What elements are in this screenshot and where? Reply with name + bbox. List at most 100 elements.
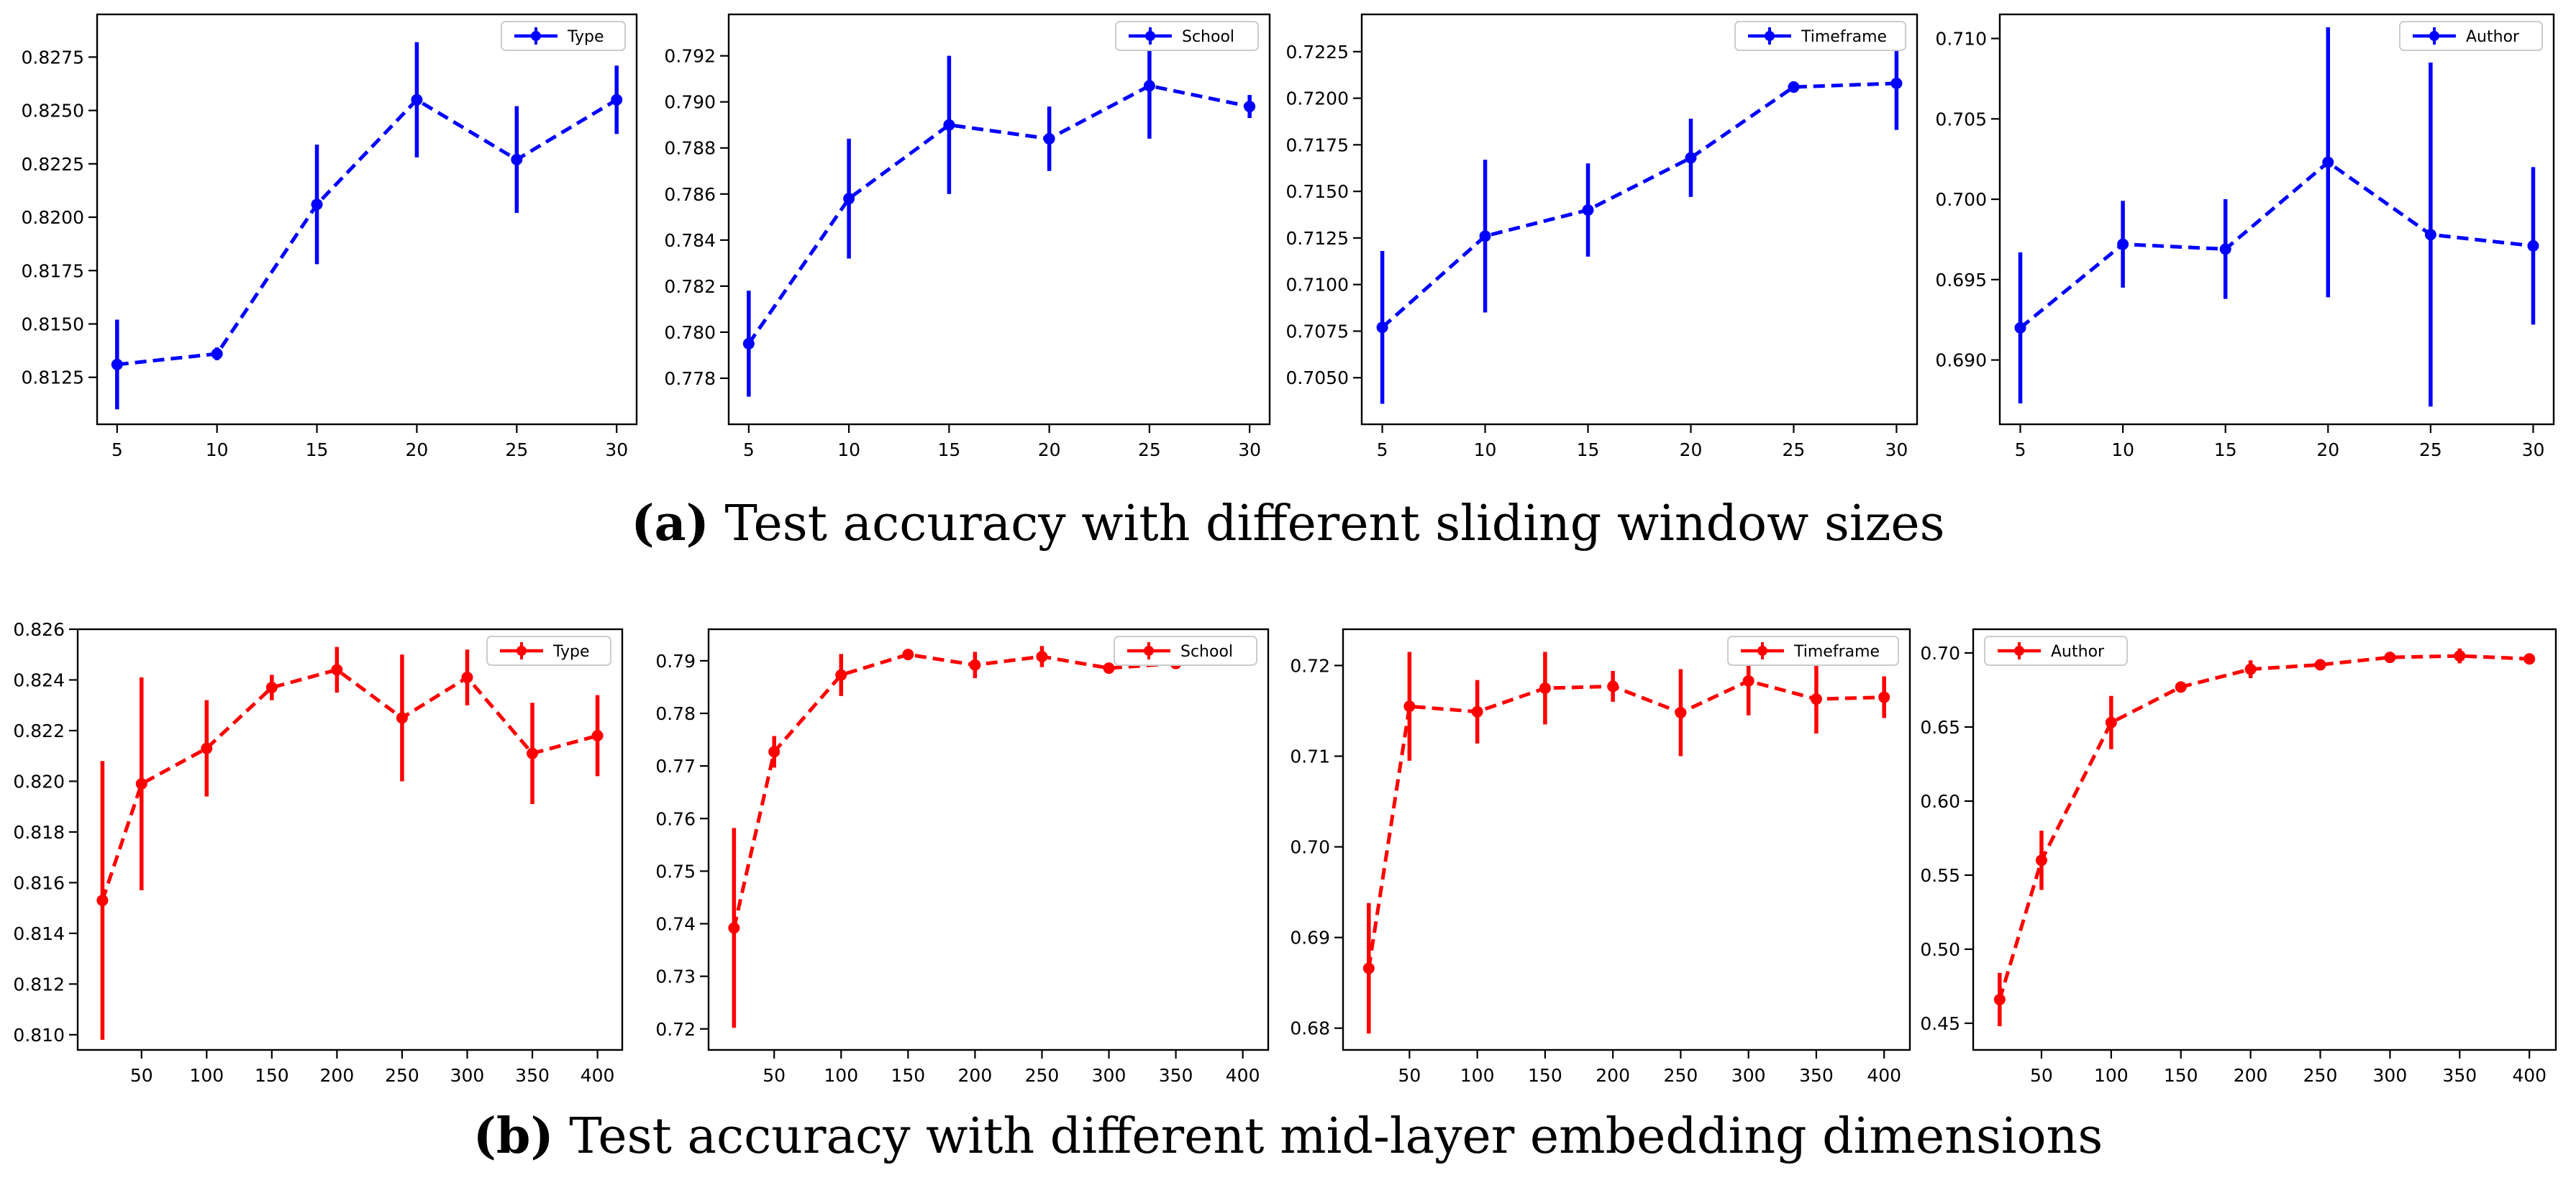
y-tick-label: 0.74	[655, 914, 696, 935]
data-point	[2117, 238, 2129, 250]
y-tick-label: 0.7050	[1286, 367, 1349, 388]
y-tick-label: 0.826	[13, 619, 65, 640]
x-tick-label: 400	[581, 1065, 615, 1086]
legend-box	[1727, 636, 1899, 666]
y-tick-label: 0.71	[1290, 746, 1330, 767]
y-tick-label: 0.782	[664, 276, 716, 297]
data-point	[1479, 230, 1491, 242]
x-tick-label: 100	[189, 1065, 224, 1086]
caption-a: (a) Test accuracy with different sliding…	[0, 495, 2576, 552]
plot-frame	[1998, 13, 2555, 426]
series-line	[101, 667, 599, 901]
data-point	[1582, 204, 1594, 216]
chart-b-timeframe: 50 100 150 200 250 300 350 400 0.68 0.69 0.70 0.71 0…	[1290, 628, 1911, 1086]
data-point	[835, 669, 847, 681]
data-point	[742, 337, 755, 349]
plot-frame	[1360, 13, 1919, 426]
data-point	[1043, 132, 1055, 145]
y-tick-label: 0.8150	[22, 314, 84, 334]
y-tick-label: 0.822	[13, 721, 65, 741]
x-tick-label: 50	[2030, 1065, 2053, 1086]
legend-box	[1734, 21, 1906, 51]
legend-label: Author	[2466, 28, 2520, 46]
legend-label: Type	[552, 643, 590, 661]
legend-label: School	[1182, 28, 1234, 46]
x-tick-label: 20	[406, 439, 429, 460]
data-point	[2523, 653, 2536, 665]
data-point	[1539, 682, 1551, 694]
y-tick-label: 0.7150	[1286, 181, 1349, 202]
legend: Timeframe	[1727, 636, 1899, 666]
y-tick-label: 0.73	[655, 967, 696, 987]
x-tick-label: 10	[2111, 439, 2134, 460]
data-point	[527, 747, 539, 759]
y-tick-label: 0.60	[1920, 791, 1960, 812]
data-point	[201, 742, 213, 754]
legend-box	[486, 636, 611, 666]
data-point	[511, 153, 523, 165]
y-tick-label: 0.7200	[1286, 88, 1349, 109]
chart-a-author: 5 10 15 20 25 30 0.690 0.695 0.700 0.705 0.710 Auth…	[1935, 13, 2555, 460]
plot-frame	[96, 13, 638, 426]
data-point	[1403, 700, 1416, 713]
y-tick-label: 0.792	[664, 46, 716, 67]
legend: Type	[486, 636, 611, 666]
data-point	[1685, 152, 1697, 164]
data-point	[2035, 854, 2047, 867]
data-point	[902, 649, 914, 661]
y-tick-label: 0.70	[1920, 643, 1960, 664]
y-tick-label: 0.8200	[22, 207, 84, 228]
data-point	[411, 93, 423, 106]
y-tick-label: 0.72	[1290, 655, 1330, 676]
data-point	[1675, 706, 1687, 718]
x-tick-label: 5	[2015, 439, 2026, 460]
legend-box	[501, 21, 626, 51]
legend-marker	[1765, 31, 1775, 41]
legend-label: Type	[567, 28, 604, 46]
x-tick-label: 250	[1025, 1065, 1060, 1086]
legend-marker	[516, 646, 527, 656]
y-tick-label: 0.816	[13, 872, 65, 893]
y-tick-label: 0.7175	[1286, 134, 1349, 155]
legend-label: School	[1180, 643, 1233, 661]
x-tick-label: 150	[255, 1065, 289, 1086]
x-tick-label: 20	[1038, 439, 1061, 460]
x-tick-label: 15	[2214, 439, 2237, 460]
x-tick-label: 10	[1474, 439, 1497, 460]
data-point	[265, 682, 278, 694]
y-tick-label: 0.78	[655, 703, 696, 724]
data-point	[2454, 650, 2466, 662]
data-point	[611, 93, 623, 106]
data-point	[396, 712, 408, 724]
x-tick-label: 100	[2094, 1065, 2129, 1086]
x-tick-label: 5	[1377, 439, 1388, 460]
data-point	[1788, 81, 1800, 93]
x-tick-label: 15	[937, 439, 960, 460]
x-tick-label: 30	[2522, 439, 2545, 460]
data-point	[1742, 675, 1754, 687]
y-tick-label: 0.824	[13, 670, 65, 690]
y-tick-label: 0.8225	[22, 154, 84, 175]
data-point	[591, 730, 604, 742]
legend-label: Author	[2051, 643, 2105, 661]
y-tick-label: 0.70	[1290, 837, 1330, 858]
data-point	[111, 358, 123, 370]
x-tick-label: 100	[824, 1065, 858, 1086]
data-point	[331, 664, 343, 676]
y-tick-label: 0.7100	[1286, 275, 1349, 296]
x-tick-label: 25	[1783, 439, 1806, 460]
y-tick-label: 0.77	[655, 756, 696, 777]
x-tick-label: 300	[450, 1065, 485, 1086]
x-tick-label: 30	[1885, 439, 1908, 460]
y-tick-label: 0.705	[1935, 109, 1987, 129]
series-line	[1380, 81, 1897, 329]
x-tick-label: 300	[1092, 1065, 1127, 1086]
data-point	[211, 348, 223, 360]
data-point	[2105, 716, 2117, 728]
legend: School	[1114, 636, 1257, 666]
legend-marker	[1144, 646, 1154, 656]
x-tick-label: 350	[1159, 1065, 1193, 1086]
chart-a-school: 5 10 15 20 25 30 0.778 0.780 0.782 0.784 0.786 0.78…	[664, 13, 1271, 460]
y-tick-label: 0.8125	[22, 367, 84, 388]
